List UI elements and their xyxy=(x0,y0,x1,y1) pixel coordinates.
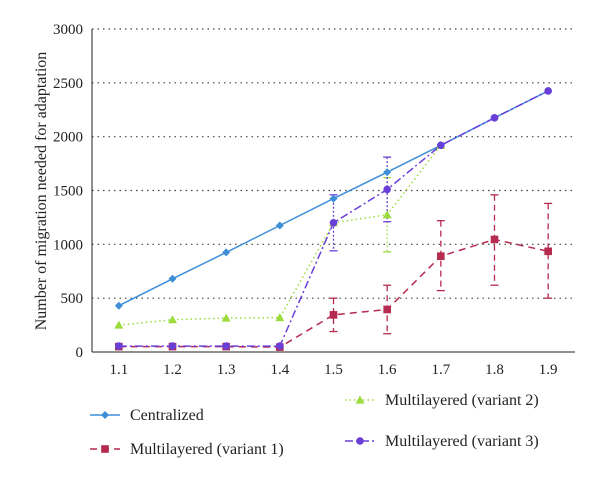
x-tick-label: 1.6 xyxy=(378,362,397,378)
x-tick-label: 1.8 xyxy=(485,362,504,378)
legend-swatch-marker xyxy=(356,437,364,445)
series-markers xyxy=(114,86,553,351)
series-3-point xyxy=(114,320,124,329)
y-tick-label: 2500 xyxy=(53,76,83,92)
x-tick-label: 1.2 xyxy=(163,362,182,378)
series-2-point xyxy=(437,252,445,260)
y-tick-label: 3000 xyxy=(53,22,83,38)
series-4-point xyxy=(222,342,230,350)
x-tick-label: 1.7 xyxy=(431,362,450,378)
x-tick-label: 1.5 xyxy=(324,362,343,378)
legend-swatch-marker xyxy=(355,395,365,404)
y-axis-title: Number of migration needed for adaptatio… xyxy=(33,52,50,331)
series-1-point xyxy=(114,301,123,310)
legend-label: Centralized xyxy=(130,407,204,424)
legend-swatch-marker xyxy=(101,411,109,419)
series-4-point xyxy=(276,342,284,350)
series-1-point xyxy=(222,248,231,257)
y-tick-label: 0 xyxy=(76,345,84,361)
legend-item: Multilayered (variant 3) xyxy=(345,433,539,450)
series-4-point xyxy=(115,342,123,350)
series-4-point xyxy=(490,114,499,122)
x-tick-label: 1.4 xyxy=(270,362,289,378)
y-tick-label: 1000 xyxy=(53,237,83,253)
series-2-point xyxy=(383,305,391,314)
y-tick-label: 500 xyxy=(61,291,84,307)
legend: Centralized Multilayered (variant 1) Multi… xyxy=(90,392,539,458)
y-tick-label: 2000 xyxy=(53,130,83,146)
x-tick-label: 1.1 xyxy=(109,362,128,378)
series-4-point xyxy=(544,87,552,95)
tick-labels: 0 500 1000 1500 2000 2500 3000 1.1 1.2 1.3 1.4 1.5 1… xyxy=(53,22,558,378)
legend-item: Centralized xyxy=(90,407,204,424)
series-4-point xyxy=(329,219,338,227)
series-1-point xyxy=(275,221,284,230)
series-4-point xyxy=(168,342,177,350)
series-4-point xyxy=(383,185,391,194)
series-1-point xyxy=(329,194,338,203)
x-tick-label: 1.9 xyxy=(539,362,558,378)
series-2-line xyxy=(118,238,549,348)
y-tick-label: 1500 xyxy=(53,184,83,200)
gridlines xyxy=(92,28,575,299)
series-2-point xyxy=(544,247,552,256)
series-1-point xyxy=(383,168,392,177)
axes xyxy=(91,29,575,353)
legend-label: Multilayered (variant 3) xyxy=(385,433,539,450)
series-2-point xyxy=(329,311,338,319)
x-tick-label: 1.3 xyxy=(217,362,236,378)
series-3-point xyxy=(382,210,392,219)
series-3-point xyxy=(168,315,177,324)
legend-swatch-marker xyxy=(101,445,109,453)
series-3-point xyxy=(221,313,231,322)
legend-item: Multilayered (variant 1) xyxy=(90,441,284,458)
legend-label: Multilayered (variant 2) xyxy=(385,392,539,409)
series-4-point xyxy=(437,141,445,150)
series-1-point xyxy=(168,274,177,283)
series-2-point xyxy=(490,235,499,244)
series-3-point xyxy=(275,313,285,322)
legend-item: Multilayered (variant 2) xyxy=(345,392,539,409)
legend-label: Multilayered (variant 1) xyxy=(130,441,284,458)
